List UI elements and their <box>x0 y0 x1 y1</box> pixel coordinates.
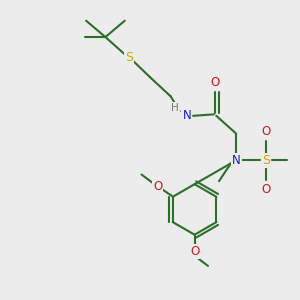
Text: O: O <box>153 180 163 193</box>
Text: S: S <box>262 154 270 167</box>
Text: N: N <box>183 109 191 122</box>
Text: O: O <box>261 183 271 196</box>
Text: O: O <box>261 125 271 138</box>
Text: S: S <box>125 51 133 64</box>
Text: O: O <box>190 244 199 258</box>
Text: O: O <box>211 76 220 89</box>
Text: N: N <box>232 154 241 167</box>
Text: H: H <box>171 103 179 113</box>
